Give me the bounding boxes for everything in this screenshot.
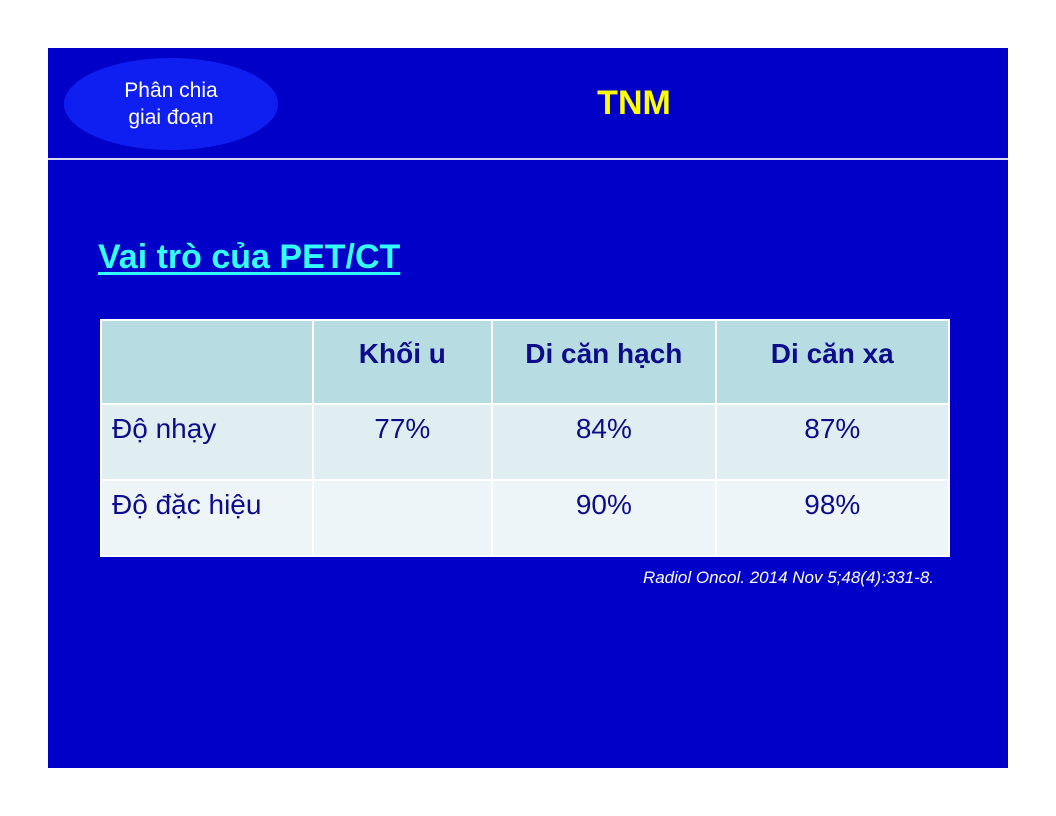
row-label-specificity: Độ đặc hiệu (100, 479, 314, 557)
table-cell: 84% (491, 403, 717, 481)
table-cell: 87% (714, 403, 951, 481)
header-cell-lymph-node: Di căn hạch (491, 319, 717, 405)
table-header-row: Khối u Di căn hạch Di căn xa (100, 319, 951, 405)
section-heading: Vai trò của PET/CT (98, 238, 401, 276)
table-cell (311, 479, 494, 557)
table-row: Độ đặc hiệu 90% 98% (100, 479, 951, 557)
badge-line-2: giai đoạn (128, 106, 214, 129)
stage-badge: Phân chia giai đoạn (64, 58, 278, 150)
table-cell: 98% (714, 479, 951, 557)
table-row: Độ nhạy 77% 84% 87% (100, 403, 951, 481)
header-cell-distant: Di căn xa (714, 319, 951, 405)
row-label-sensitivity: Độ nhạy (100, 403, 314, 481)
badge-line-1: Phân chia (124, 79, 218, 102)
table-cell: 77% (311, 403, 494, 481)
title-divider (48, 158, 1008, 160)
table-cell: 90% (491, 479, 717, 557)
slide: Phân chia giai đoạn TNM Vai trò của PET/… (48, 48, 1008, 768)
header-cell-empty (100, 319, 314, 405)
header-cell-tumor: Khối u (311, 319, 494, 405)
citation: Radiol Oncol. 2014 Nov 5;48(4):331-8. (642, 568, 934, 587)
results-table: Khối u Di căn hạch Di căn xa Độ nhạy 77%… (100, 319, 951, 557)
slide-title: TNM (48, 84, 1008, 123)
slide-title-text: TNM (597, 84, 671, 122)
